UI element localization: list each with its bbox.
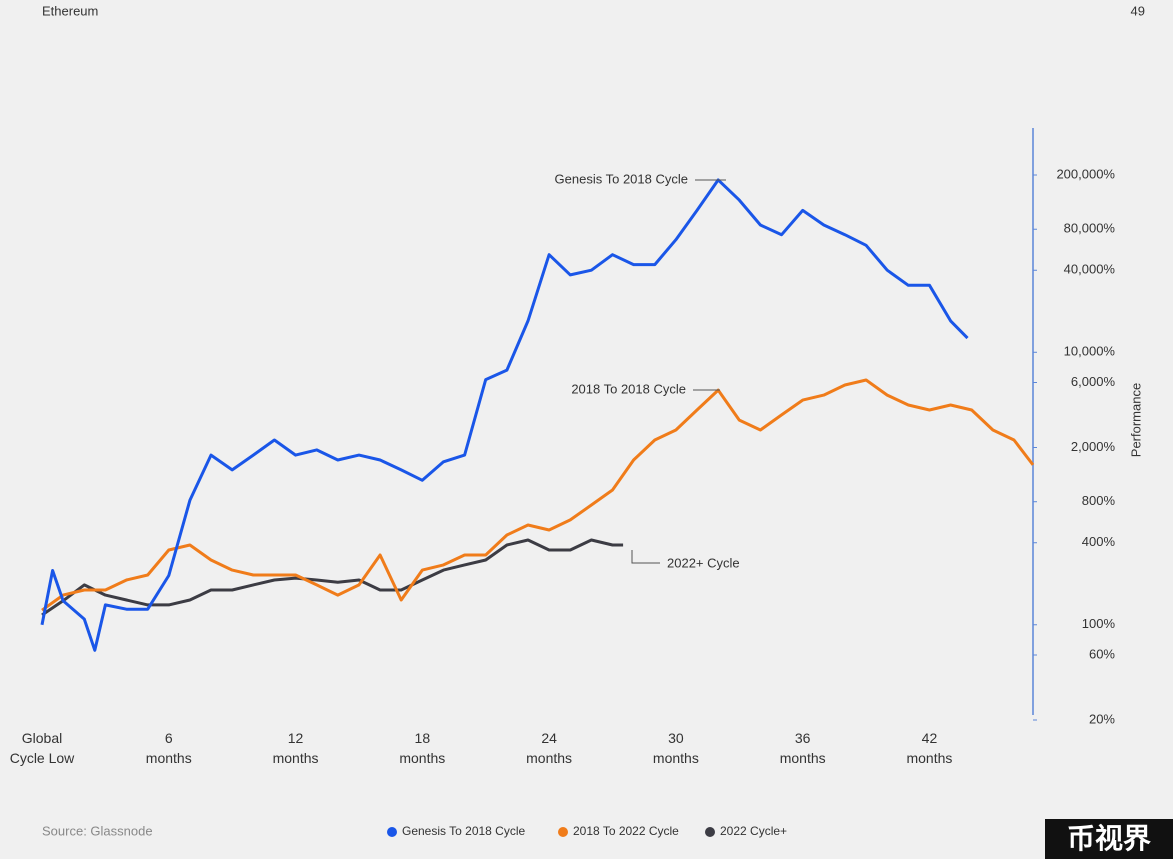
series-line bbox=[41, 378, 1035, 612]
legend-label: 2022 Cycle+ bbox=[720, 824, 787, 838]
series-line bbox=[40, 178, 969, 652]
y-tick-label: 6,000% bbox=[1071, 374, 1116, 389]
annotation: 2018 To 2018 Cycle bbox=[571, 381, 686, 396]
y-tick-label: 40,000% bbox=[1064, 262, 1116, 277]
x-tick-label: 6 months bbox=[145, 730, 192, 766]
legend-swatch bbox=[387, 827, 397, 837]
x-tick-label: 36 months bbox=[779, 730, 826, 766]
x-tick-label: 12 months bbox=[272, 730, 319, 766]
source: Source: Glassnode bbox=[42, 823, 153, 838]
legend-label: Genesis To 2018 Cycle bbox=[402, 824, 526, 838]
y-axis-label: Performance bbox=[1128, 383, 1143, 457]
page-number: 49 bbox=[1131, 3, 1145, 18]
annotation: Genesis To 2018 Cycle bbox=[555, 171, 688, 186]
x-tick-label: 18 months bbox=[399, 730, 446, 766]
y-tick-label: 20% bbox=[1089, 711, 1115, 726]
y-tick-label: 100% bbox=[1082, 616, 1116, 631]
x-tick-label: 30 months bbox=[652, 730, 699, 766]
legend-swatch bbox=[558, 827, 568, 837]
y-tick-label: 60% bbox=[1089, 646, 1115, 661]
series-line bbox=[41, 538, 624, 617]
annotation-leader bbox=[631, 550, 660, 564]
y-tick-label: 2,000% bbox=[1071, 439, 1116, 454]
annotation: 2022+ Cycle bbox=[667, 555, 740, 570]
y-tick-label: 10,000% bbox=[1064, 344, 1116, 359]
x-tick-label: 42 months bbox=[906, 730, 953, 766]
legend-label: 2018 To 2022 Cycle bbox=[573, 824, 679, 838]
watermark: 币视界 bbox=[1045, 819, 1173, 859]
y-tick-label: 80,000% bbox=[1064, 221, 1116, 236]
y-tick-label: 400% bbox=[1082, 534, 1116, 549]
x-tick-label: Global Cycle Low bbox=[9, 730, 75, 766]
x-tick-label: 24 months bbox=[526, 730, 573, 766]
y-tick-label: 200,000% bbox=[1056, 166, 1115, 181]
section-title: Ethereum bbox=[42, 3, 98, 18]
y-tick-label: 800% bbox=[1082, 493, 1116, 508]
legend-swatch bbox=[705, 827, 715, 837]
